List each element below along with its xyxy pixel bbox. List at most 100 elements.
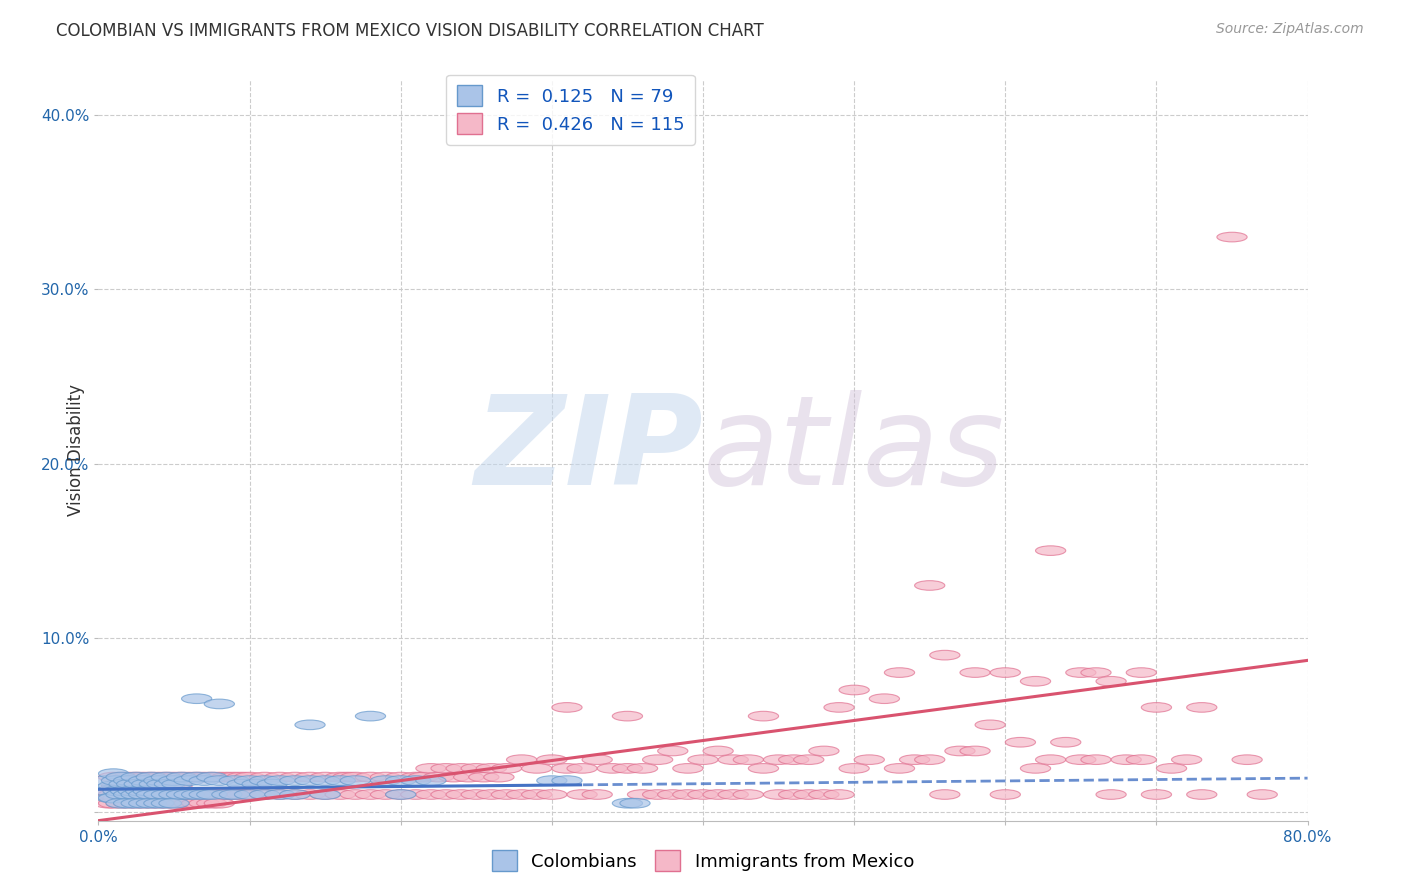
Legend: Colombians, Immigrants from Mexico: Colombians, Immigrants from Mexico (485, 843, 921, 879)
Ellipse shape (280, 776, 311, 785)
Ellipse shape (432, 789, 461, 799)
Ellipse shape (1097, 676, 1126, 686)
Ellipse shape (477, 789, 506, 799)
Ellipse shape (808, 746, 839, 756)
Ellipse shape (598, 764, 627, 773)
Ellipse shape (114, 772, 143, 782)
Ellipse shape (257, 780, 287, 789)
Ellipse shape (190, 789, 219, 799)
Ellipse shape (197, 789, 226, 799)
Ellipse shape (197, 789, 226, 799)
Ellipse shape (250, 776, 280, 785)
Ellipse shape (537, 789, 567, 799)
Ellipse shape (190, 772, 219, 782)
Ellipse shape (114, 776, 143, 785)
Ellipse shape (613, 798, 643, 808)
Ellipse shape (855, 755, 884, 764)
Ellipse shape (129, 789, 159, 799)
Ellipse shape (143, 789, 174, 799)
Ellipse shape (371, 789, 401, 799)
Ellipse shape (371, 772, 401, 782)
Ellipse shape (204, 798, 235, 808)
Ellipse shape (1247, 789, 1278, 799)
Ellipse shape (235, 776, 264, 785)
Ellipse shape (356, 789, 385, 799)
Ellipse shape (1142, 703, 1171, 712)
Ellipse shape (98, 793, 129, 803)
Ellipse shape (166, 772, 197, 782)
Ellipse shape (114, 798, 143, 808)
Ellipse shape (1036, 546, 1066, 556)
Ellipse shape (1142, 789, 1171, 799)
Ellipse shape (181, 798, 212, 808)
Ellipse shape (423, 772, 454, 782)
Ellipse shape (340, 772, 371, 782)
Ellipse shape (97, 793, 127, 803)
Legend: R =  0.125   N = 79, R =  0.426   N = 115: R = 0.125 N = 79, R = 0.426 N = 115 (446, 75, 695, 145)
Ellipse shape (551, 764, 582, 773)
Ellipse shape (114, 798, 143, 808)
Ellipse shape (94, 798, 124, 808)
Ellipse shape (613, 711, 643, 721)
Ellipse shape (121, 772, 152, 782)
Ellipse shape (204, 699, 235, 709)
Ellipse shape (492, 764, 522, 773)
Ellipse shape (212, 772, 242, 782)
Ellipse shape (295, 776, 325, 785)
Ellipse shape (356, 711, 385, 721)
Ellipse shape (1126, 755, 1156, 764)
Ellipse shape (1187, 789, 1218, 799)
Ellipse shape (643, 755, 673, 764)
Text: ZIP: ZIP (474, 390, 703, 511)
Ellipse shape (117, 780, 146, 789)
Ellipse shape (1021, 676, 1050, 686)
Ellipse shape (132, 780, 162, 789)
Ellipse shape (121, 772, 152, 782)
Ellipse shape (152, 798, 181, 808)
Ellipse shape (929, 789, 960, 799)
Ellipse shape (219, 772, 250, 782)
Ellipse shape (197, 798, 226, 808)
Ellipse shape (152, 772, 181, 782)
Ellipse shape (522, 764, 551, 773)
Ellipse shape (1066, 755, 1097, 764)
Ellipse shape (105, 789, 136, 799)
Ellipse shape (454, 772, 484, 782)
Ellipse shape (264, 789, 295, 799)
Ellipse shape (174, 789, 204, 799)
Ellipse shape (226, 772, 257, 782)
Ellipse shape (280, 789, 311, 799)
Ellipse shape (105, 772, 136, 782)
Ellipse shape (824, 789, 855, 799)
Ellipse shape (915, 581, 945, 591)
Ellipse shape (98, 772, 129, 782)
Ellipse shape (763, 755, 793, 764)
Ellipse shape (212, 789, 242, 799)
Ellipse shape (124, 780, 155, 789)
Ellipse shape (446, 789, 477, 799)
Ellipse shape (990, 789, 1021, 799)
Ellipse shape (461, 789, 492, 799)
Ellipse shape (1081, 755, 1111, 764)
Ellipse shape (311, 776, 340, 785)
Ellipse shape (280, 772, 311, 782)
Ellipse shape (110, 780, 139, 789)
Ellipse shape (250, 789, 280, 799)
Ellipse shape (492, 789, 522, 799)
Ellipse shape (688, 789, 718, 799)
Ellipse shape (658, 789, 688, 799)
Ellipse shape (105, 798, 136, 808)
Ellipse shape (204, 772, 235, 782)
Ellipse shape (295, 789, 325, 799)
Text: Source: ZipAtlas.com: Source: ZipAtlas.com (1216, 22, 1364, 37)
Ellipse shape (416, 764, 446, 773)
Ellipse shape (325, 772, 356, 782)
Ellipse shape (401, 772, 432, 782)
Ellipse shape (929, 650, 960, 660)
Ellipse shape (446, 764, 477, 773)
Ellipse shape (101, 776, 132, 785)
Ellipse shape (627, 789, 658, 799)
Ellipse shape (159, 776, 188, 785)
Ellipse shape (385, 776, 416, 785)
Ellipse shape (166, 798, 197, 808)
